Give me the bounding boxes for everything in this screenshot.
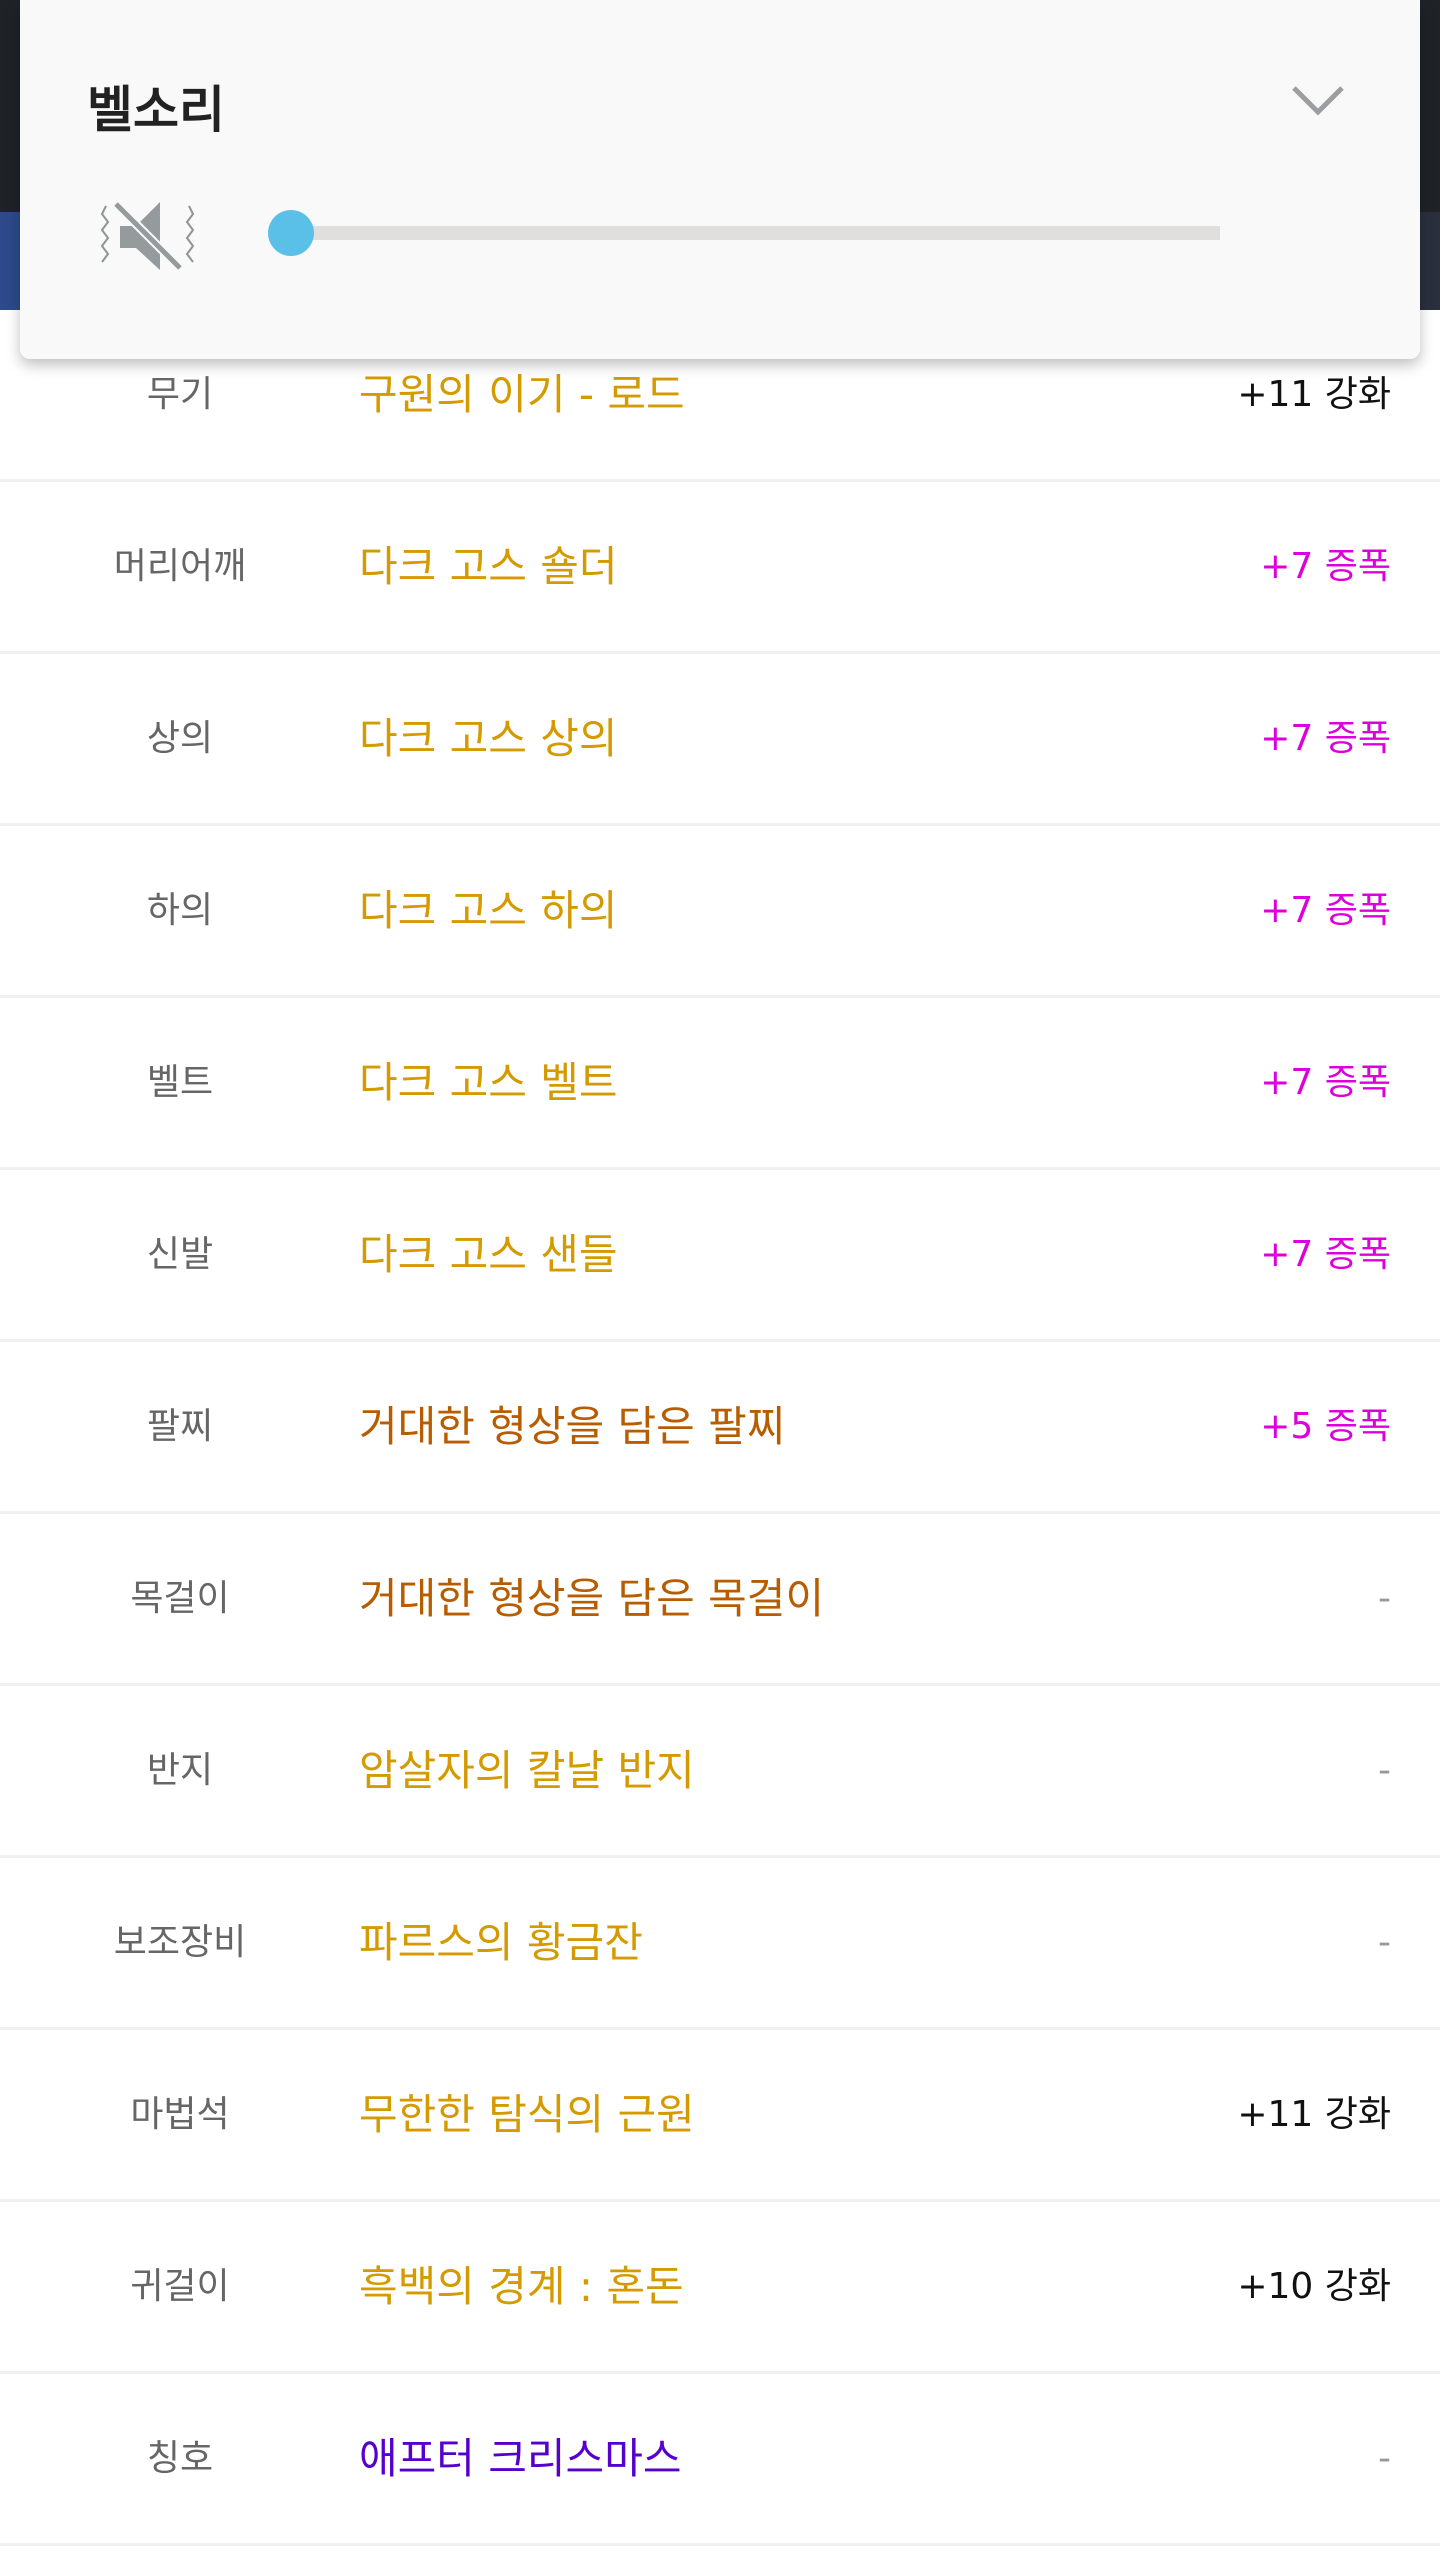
- chevron-down-icon[interactable]: [1288, 80, 1348, 120]
- equipment-list: 무기 구원의 이기 - 로드 +11 강화 머리어깨 다크 고스 숄더 +7 증폭 상의 다크…: [0, 310, 1440, 2546]
- slot-label: 칭호: [146, 2438, 214, 2479]
- item-name[interactable]: 흑백의 경계 : 혼돈: [359, 2262, 684, 2311]
- slot-label: 귀걸이: [130, 2266, 230, 2307]
- item-name[interactable]: 다크 고스 샌들: [359, 1230, 618, 1279]
- item-name[interactable]: 애프터 크리스마스: [359, 2434, 682, 2483]
- equipment-row[interactable]: 보조장비 파르스의 황금잔 -: [0, 1858, 1440, 2030]
- upgrade-level: -: [1378, 1922, 1391, 1963]
- slot-label: 팔찌: [146, 1406, 214, 1447]
- upgrade-level: -: [1378, 1750, 1391, 1791]
- equipment-row[interactable]: 무기 구원의 이기 - 로드 +11 강화: [0, 310, 1440, 482]
- equipment-row[interactable]: 귀걸이 흑백의 경계 : 혼돈 +10 강화: [0, 2202, 1440, 2374]
- upgrade-level: -: [1378, 2438, 1391, 2479]
- equipment-row[interactable]: 머리어깨 다크 고스 숄더 +7 증폭: [0, 482, 1440, 654]
- slot-label: 하의: [146, 890, 214, 931]
- slot-label: 상의: [146, 718, 214, 759]
- upgrade-level: +5 증폭: [1260, 1406, 1391, 1447]
- slot-label: 무기: [146, 374, 214, 415]
- item-name[interactable]: 다크 고스 벨트: [359, 1058, 618, 1107]
- volume-panel-title: 벨소리: [87, 81, 225, 139]
- item-name[interactable]: 파르스의 황금잔: [359, 1918, 643, 1967]
- volume-slider-thumb[interactable]: [268, 210, 314, 256]
- item-name[interactable]: 다크 고스 상의: [359, 714, 618, 763]
- speaker-muted-vibrate-icon[interactable]: [100, 198, 195, 273]
- upgrade-level: +7 증폭: [1260, 890, 1391, 931]
- slot-label: 신발: [146, 1234, 214, 1275]
- upgrade-level: +7 증폭: [1260, 546, 1391, 587]
- item-name[interactable]: 암살자의 칼날 반지: [359, 1746, 695, 1795]
- slot-label: 반지: [146, 1750, 214, 1791]
- slot-label: 마법석: [130, 2094, 230, 2135]
- equipment-row[interactable]: 마법석 무한한 탐식의 근원 +11 강화: [0, 2030, 1440, 2202]
- slot-label: 머리어깨: [113, 546, 247, 587]
- upgrade-level: +10 강화: [1237, 2266, 1391, 2307]
- equipment-row[interactable]: 반지 암살자의 칼날 반지 -: [0, 1686, 1440, 1858]
- equipment-row[interactable]: 벨트 다크 고스 벨트 +7 증폭: [0, 998, 1440, 1170]
- item-name[interactable]: 무한한 탐식의 근원: [359, 2090, 695, 2139]
- slot-label: 벨트: [146, 1062, 214, 1103]
- upgrade-level: -: [1378, 1578, 1391, 1619]
- item-name[interactable]: 거대한 형상을 담은 목걸이: [359, 1574, 825, 1623]
- volume-slider-track[interactable]: [291, 226, 1220, 240]
- upgrade-level: +11 강화: [1237, 374, 1391, 415]
- equipment-row[interactable]: 팔찌 거대한 형상을 담은 팔찌 +5 증폭: [0, 1342, 1440, 1514]
- upgrade-level: +7 증폭: [1260, 1234, 1391, 1275]
- upgrade-level: +7 증폭: [1260, 718, 1391, 759]
- volume-panel: 벨소리: [20, 0, 1420, 359]
- equipment-row[interactable]: 상의 다크 고스 상의 +7 증폭: [0, 654, 1440, 826]
- item-name[interactable]: 다크 고스 숄더: [359, 542, 618, 591]
- equipment-row[interactable]: 하의 다크 고스 하의 +7 증폭: [0, 826, 1440, 998]
- equipment-row[interactable]: 목걸이 거대한 형상을 담은 목걸이 -: [0, 1514, 1440, 1686]
- upgrade-level: +7 증폭: [1260, 1062, 1391, 1103]
- item-name[interactable]: 다크 고스 하의: [359, 886, 618, 935]
- equipment-row[interactable]: 신발 다크 고스 샌들 +7 증폭: [0, 1170, 1440, 1342]
- slot-label: 목걸이: [130, 1578, 230, 1619]
- equipment-row[interactable]: 칭호 애프터 크리스마스 -: [0, 2374, 1440, 2546]
- slot-label: 보조장비: [113, 1922, 247, 1963]
- item-name[interactable]: 거대한 형상을 담은 팔찌: [359, 1402, 786, 1451]
- upgrade-level: +11 강화: [1237, 2094, 1391, 2135]
- item-name[interactable]: 구원의 이기 - 로드: [359, 370, 685, 419]
